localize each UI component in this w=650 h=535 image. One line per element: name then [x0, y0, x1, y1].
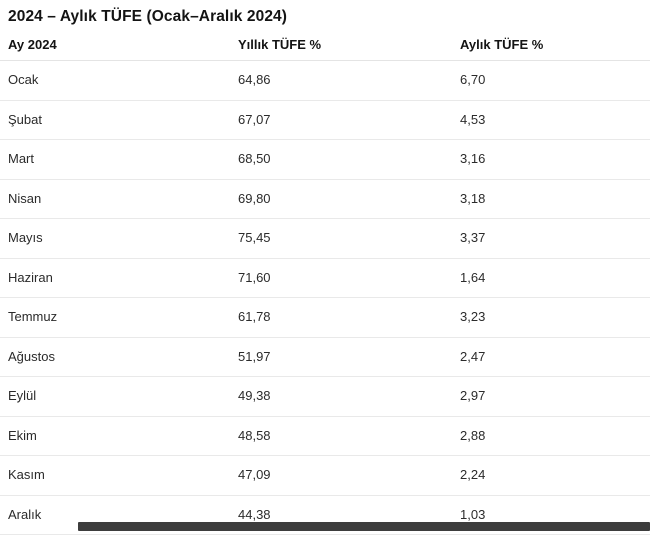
cell-monthly-tufe: 2,24	[460, 467, 650, 483]
cell-annual-tufe: 61,78	[238, 309, 460, 325]
cell-month: Aralık	[8, 507, 238, 523]
table-row: Ağustos 51,97 2,47	[0, 338, 650, 378]
table-header-row: Ay 2024 Yıllık TÜFE % Aylık TÜFE %	[0, 37, 650, 61]
cell-month: Şubat	[8, 112, 238, 128]
table-row: Temmuz 61,78 3,23	[0, 298, 650, 338]
cell-monthly-tufe: 3,16	[460, 151, 650, 167]
cell-month: Ekim	[8, 428, 238, 444]
cell-monthly-tufe: 4,53	[460, 112, 650, 128]
cell-monthly-tufe: 1,03	[460, 507, 650, 523]
cell-monthly-tufe: 3,23	[460, 309, 650, 325]
cell-month: Kasım	[8, 467, 238, 483]
cell-month: Nisan	[8, 191, 238, 207]
cell-month: Ağustos	[8, 349, 238, 365]
cell-month: Mayıs	[8, 230, 238, 246]
column-header-monthly: Aylık TÜFE %	[460, 37, 650, 53]
cell-month: Temmuz	[8, 309, 238, 325]
table-row: Şubat 67,07 4,53	[0, 101, 650, 141]
cell-annual-tufe: 67,07	[238, 112, 460, 128]
cell-annual-tufe: 47,09	[238, 467, 460, 483]
cell-monthly-tufe: 6,70	[460, 72, 650, 88]
page-title: 2024 – Aylık TÜFE (Ocak–Aralık 2024)	[0, 0, 650, 27]
horizontal-scrollbar-thumb[interactable]	[78, 522, 650, 531]
cell-month: Ocak	[8, 72, 238, 88]
column-header-month: Ay 2024	[8, 37, 238, 53]
cell-monthly-tufe: 3,37	[460, 230, 650, 246]
table-row: Haziran 71,60 1,64	[0, 259, 650, 299]
cell-annual-tufe: 49,38	[238, 388, 460, 404]
column-header-annual: Yıllık TÜFE %	[238, 37, 460, 53]
cell-annual-tufe: 51,97	[238, 349, 460, 365]
cell-annual-tufe: 44,38	[238, 507, 460, 523]
cell-annual-tufe: 68,50	[238, 151, 460, 167]
table-row: Mart 68,50 3,16	[0, 140, 650, 180]
table-row: Mayıs 75,45 3,37	[0, 219, 650, 259]
cell-annual-tufe: 64,86	[238, 72, 460, 88]
table-row: Kasım 47,09 2,24	[0, 456, 650, 496]
cell-monthly-tufe: 2,97	[460, 388, 650, 404]
cell-annual-tufe: 48,58	[238, 428, 460, 444]
table-row: Ekim 48,58 2,88	[0, 417, 650, 457]
cell-month: Haziran	[8, 270, 238, 286]
cell-annual-tufe: 71,60	[238, 270, 460, 286]
tufe-table: Ay 2024 Yıllık TÜFE % Aylık TÜFE % Ocak …	[0, 37, 650, 535]
table-row: Nisan 69,80 3,18	[0, 180, 650, 220]
cell-monthly-tufe: 2,88	[460, 428, 650, 444]
cell-month: Mart	[8, 151, 238, 167]
table-row: Ocak 64,86 6,70	[0, 61, 650, 101]
cell-month: Eylül	[8, 388, 238, 404]
cell-monthly-tufe: 1,64	[460, 270, 650, 286]
table-row: Eylül 49,38 2,97	[0, 377, 650, 417]
cell-monthly-tufe: 2,47	[460, 349, 650, 365]
cell-annual-tufe: 69,80	[238, 191, 460, 207]
cell-monthly-tufe: 3,18	[460, 191, 650, 207]
cell-annual-tufe: 75,45	[238, 230, 460, 246]
